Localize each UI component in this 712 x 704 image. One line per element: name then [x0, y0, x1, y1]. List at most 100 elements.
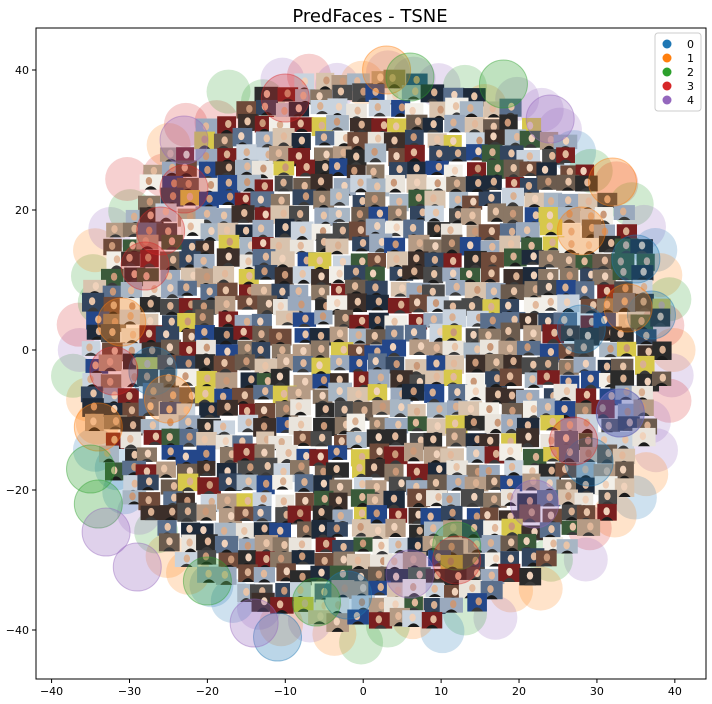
face-thumbnail: [407, 416, 428, 432]
face-thumbnail: [233, 443, 257, 463]
scatter-point-class-1: [588, 157, 638, 207]
face-thumbnail: [330, 188, 349, 206]
face-thumbnail: [483, 101, 504, 118]
data-points: [66, 45, 676, 662]
face-thumbnail: [632, 427, 656, 447]
face-thumbnail: [554, 430, 579, 448]
face-thumbnail: [195, 386, 215, 404]
face-thumbnail: [424, 190, 446, 209]
face-thumbnail: [556, 539, 578, 554]
face-thumbnail: [326, 115, 349, 131]
face-thumbnail: [402, 551, 427, 570]
face-thumbnail: [596, 298, 619, 313]
face-thumbnail: [498, 563, 521, 582]
face-thumbnail: [287, 505, 311, 523]
face-thumbnail: [537, 490, 561, 507]
face-thumbnail: [234, 354, 256, 371]
face-thumbnail: [137, 474, 159, 491]
scatter-point-class-0: [323, 570, 373, 620]
face-thumbnail: [270, 368, 290, 387]
face-thumbnail: [516, 428, 540, 448]
face-thumbnail: [365, 280, 388, 297]
face-thumbnail: [425, 582, 444, 598]
face-thumbnail: [236, 493, 257, 511]
face-thumbnail: [442, 492, 461, 508]
face-thumbnail: [576, 477, 598, 495]
face-thumbnail: [179, 428, 199, 447]
face-thumbnail: [519, 504, 541, 523]
face-thumbnail: [579, 446, 599, 462]
face-thumbnail: [177, 280, 197, 296]
face-thumbnail: [256, 475, 275, 495]
face-thumbnail: [385, 429, 407, 446]
face-thumbnail: [253, 567, 276, 583]
face-thumbnail: [384, 554, 406, 571]
face-thumbnail: [237, 414, 259, 433]
face-thumbnail: [480, 266, 500, 283]
face-thumbnail: [325, 238, 349, 255]
legend-marker-1: [662, 53, 672, 63]
face-thumbnail: [558, 253, 580, 270]
face-thumbnail: [234, 192, 255, 207]
face-thumbnail: [238, 550, 257, 567]
face-thumbnail: [310, 173, 333, 192]
face-thumbnail: [310, 565, 333, 582]
face-thumbnail: [236, 474, 259, 491]
chart-title: PredFaces - TSNE: [292, 6, 447, 27]
face-thumbnail: [272, 128, 295, 147]
face-thumbnail: [504, 248, 527, 267]
face-thumbnail: [235, 523, 257, 541]
face-thumbnail: [402, 579, 426, 598]
face-thumbnail: [159, 369, 180, 388]
scatter-point-class-4: [510, 479, 560, 529]
face-thumbnail: [214, 535, 239, 554]
plot-frame: [35, 27, 707, 680]
face-thumbnail: [197, 460, 216, 476]
face-thumbnail: [345, 279, 368, 295]
face-thumbnail: [556, 147, 575, 163]
face-thumbnail: [521, 249, 544, 265]
face-thumbnail: [157, 354, 182, 370]
face-thumbnail: [577, 237, 602, 255]
face-thumbnail: [274, 175, 293, 192]
face-thumbnail: [214, 296, 236, 315]
face-thumbnail: [316, 72, 335, 91]
scatter-point-class-0: [626, 290, 676, 340]
face-thumbnail: [401, 85, 426, 100]
scatter-point-class-0: [611, 234, 661, 284]
face-thumbnail: [501, 187, 525, 207]
face-thumbnail: [555, 462, 578, 478]
face-thumbnail: [425, 160, 449, 175]
x-tick-label: 30: [590, 685, 604, 698]
face-thumbnail: [365, 218, 386, 236]
y-tick-label: 20: [15, 204, 29, 217]
face-thumbnail: [402, 265, 425, 280]
face-thumbnail: [136, 234, 159, 250]
face-thumbnail: [368, 612, 393, 629]
face-thumbnail: [366, 505, 388, 524]
face-thumbnail: [446, 460, 469, 476]
face-thumbnail: [237, 295, 258, 310]
face-thumbnail: [617, 416, 640, 431]
face-thumbnail: [409, 339, 430, 355]
face-thumbnail: [253, 506, 272, 522]
face-thumbnail: [292, 189, 316, 206]
scatter-point-class-1: [362, 45, 412, 95]
face-thumbnail: [598, 489, 618, 505]
face-thumbnail: [517, 533, 537, 551]
face-thumbnail: [384, 237, 406, 253]
face-thumbnail: [481, 144, 503, 162]
face-thumbnail: [367, 252, 387, 268]
face-thumbnail: [100, 324, 121, 343]
face-thumbnail: [539, 131, 559, 150]
face-thumbnail: [347, 609, 369, 625]
scatter-point-class-0: [556, 304, 606, 354]
face-thumbnail: [364, 143, 387, 163]
face-thumbnail: [553, 383, 578, 401]
face-thumbnail: [575, 175, 598, 192]
face-thumbnail: [257, 295, 278, 314]
face-thumbnail: [81, 341, 100, 356]
face-thumbnail: [387, 297, 412, 314]
face-thumbnail: [557, 193, 580, 209]
